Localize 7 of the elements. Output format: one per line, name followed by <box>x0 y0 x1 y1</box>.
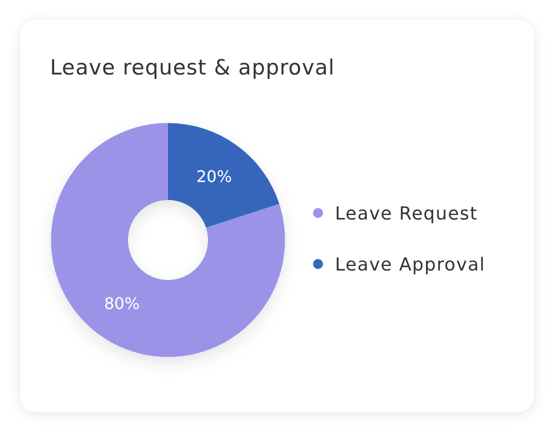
legend-label: Leave Approval <box>335 254 486 276</box>
data-label: 80% <box>104 294 140 314</box>
data-label: 20% <box>196 167 232 186</box>
donut-slice <box>51 123 285 357</box>
legend-label: Leave Request <box>335 203 478 224</box>
chart-title: Leave request & approval <box>50 55 335 80</box>
donut-slice <box>168 123 280 228</box>
